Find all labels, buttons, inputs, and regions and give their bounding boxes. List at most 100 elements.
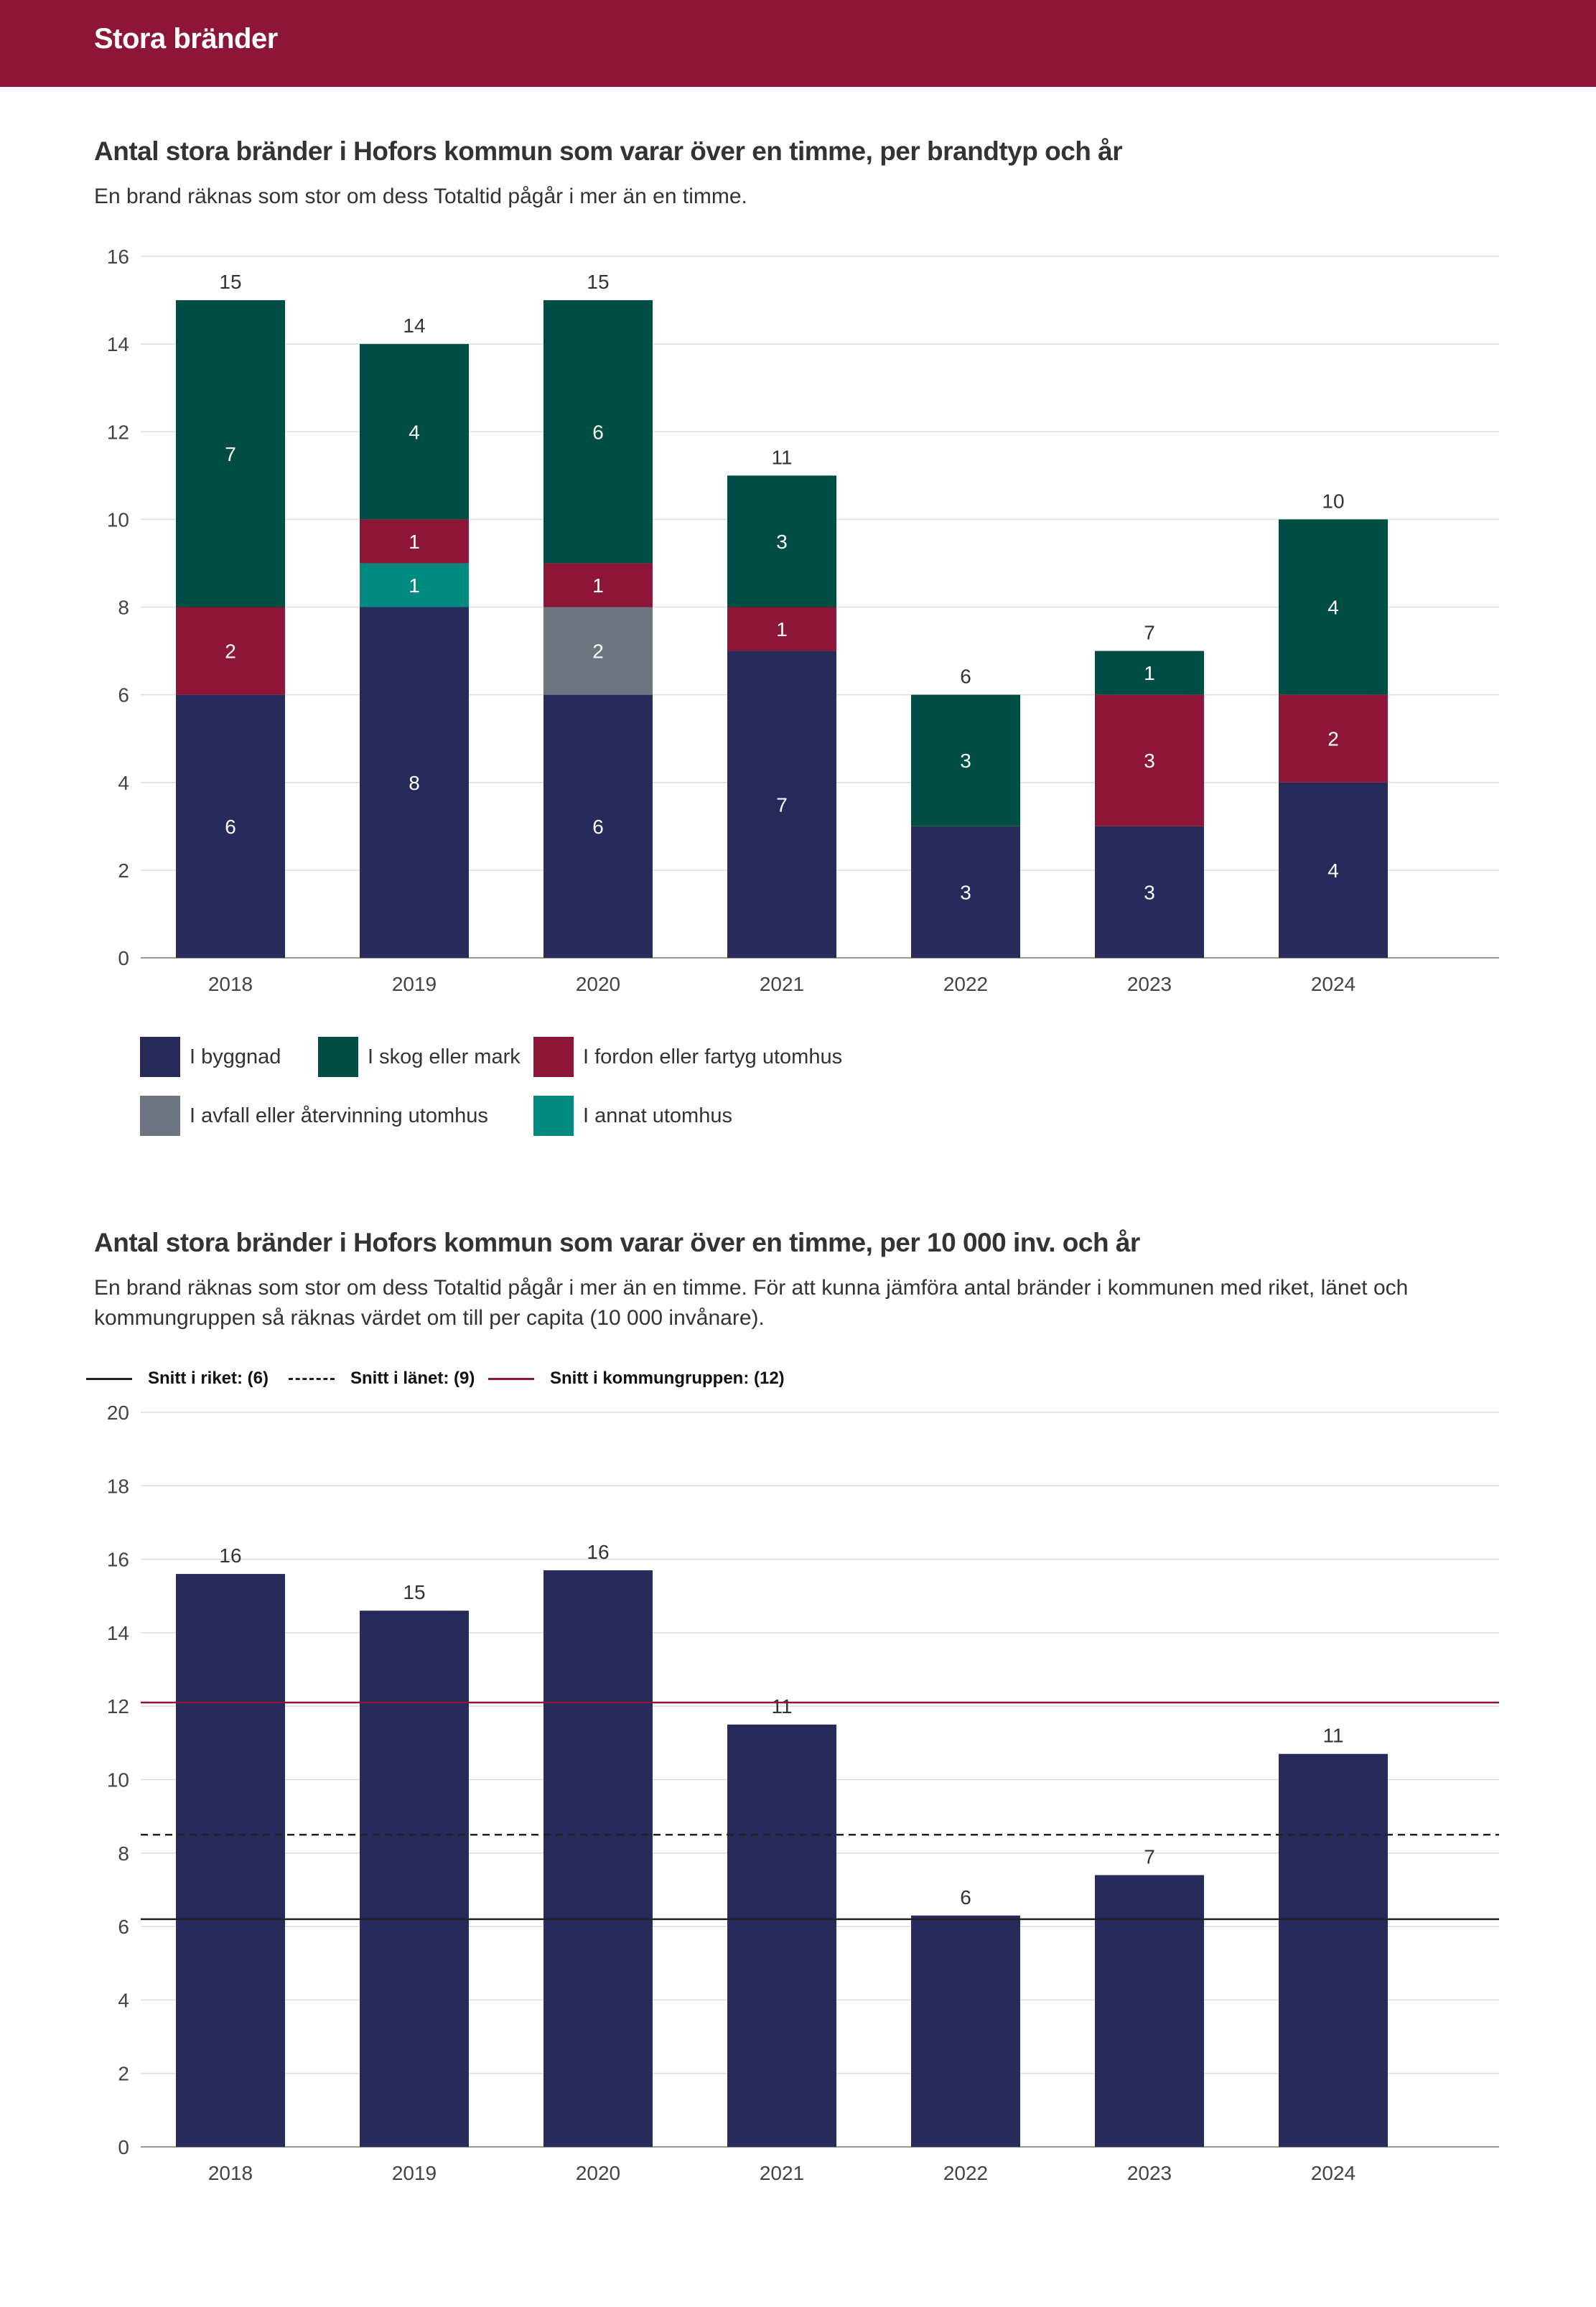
bar-value-label: 6 — [960, 1886, 971, 1908]
x-tick-label: 2024 — [1311, 2162, 1355, 2184]
x-tick-label: 2021 — [760, 2162, 804, 2184]
x-tick-label: 2021 — [760, 973, 804, 995]
bar-segment — [360, 563, 469, 607]
bar-segment — [1095, 651, 1204, 695]
segment-value-label: 4 — [1327, 597, 1339, 619]
segment-value-label: 1 — [592, 574, 604, 597]
legend-swatch — [533, 1096, 574, 1136]
bar-segment — [176, 607, 285, 695]
bar — [727, 1724, 836, 2147]
x-tick-label: 2022 — [943, 2162, 988, 2184]
segment-value-label: 2 — [1327, 728, 1339, 750]
segment-value-label: 2 — [592, 640, 604, 663]
legend-item-skog: I skog eller mark — [318, 1037, 521, 1077]
bar-segment — [1095, 826, 1204, 958]
bar — [360, 1611, 469, 2147]
legend-swatch — [140, 1037, 180, 1077]
ref-label: Snitt i länet: (9) — [350, 1369, 475, 1388]
chart1-subtitle: En brand räknas som stor om dess Totalti… — [94, 185, 747, 208]
legend-item-avfall: I avfall eller återvinning utomhus — [140, 1096, 488, 1136]
bar-segment — [360, 344, 469, 520]
legend-label: I fordon eller fartyg utomhus — [583, 1045, 843, 1068]
segment-value-label: 3 — [1144, 750, 1155, 772]
legend-swatch — [140, 1096, 180, 1136]
bar-value-label: 7 — [1144, 1845, 1155, 1868]
bar — [911, 1915, 1020, 2147]
segment-value-label: 6 — [225, 816, 236, 838]
ref-label: Snitt i kommungruppen: (12) — [550, 1369, 785, 1388]
legend-item-byggnad: I byggnad — [140, 1037, 281, 1077]
y-tick-label: 16 — [107, 1549, 129, 1571]
bar-chart: 0 2 4 6 8 10 12 14 16 18 20 16 2018 15 2019 16 2020 11 202… — [107, 1402, 1499, 2184]
bar-value-label: 16 — [587, 1541, 609, 1563]
chart1-legend: I byggnad I skog eller mark I fordon ell… — [140, 1037, 1217, 1137]
stacked-bar-chart: 0246810121416627152018811414201962161520… — [107, 246, 1499, 995]
legend-item-annat: I annat utomhus — [533, 1096, 732, 1136]
y-tick-label: 12 — [107, 421, 129, 443]
y-tick-label: 10 — [107, 1769, 129, 1791]
y-tick-label: 2 — [118, 2063, 129, 2085]
legend-label: I byggnad — [190, 1045, 281, 1068]
bar-value-label: 11 — [1322, 1725, 1343, 1747]
bar-total-label: 7 — [1144, 622, 1155, 644]
bar — [1279, 1753, 1388, 2147]
segment-value-label: 3 — [776, 531, 788, 553]
bar — [1095, 1875, 1204, 2147]
segment-value-label: 3 — [960, 881, 971, 903]
bar-value-label: 15 — [403, 1581, 425, 1603]
bar-segment — [727, 607, 836, 651]
y-tick-label: 4 — [118, 1989, 129, 2011]
segment-value-label: 3 — [1144, 881, 1155, 903]
bar-segment — [360, 607, 469, 958]
bar-total-label: 15 — [219, 271, 241, 293]
ref-legend-kommungrupp: Snitt i kommungruppen: (12) — [488, 1364, 785, 1393]
header-title: Stora bränder — [94, 23, 278, 55]
bar — [176, 1574, 285, 2147]
y-tick-label: 20 — [107, 1402, 129, 1424]
bar-segment — [911, 694, 1020, 826]
y-tick-label: 12 — [107, 1695, 129, 1718]
segment-value-label: 1 — [409, 574, 420, 597]
x-tick-label: 2019 — [392, 2162, 437, 2184]
bar-segment — [911, 826, 1020, 958]
y-tick-label: 10 — [107, 508, 129, 531]
legend-label: I skog eller mark — [368, 1045, 521, 1068]
segment-value-label: 4 — [1327, 859, 1339, 882]
dashed-line-icon — [289, 1377, 335, 1380]
bar-value-label: 16 — [219, 1544, 241, 1567]
y-tick-label: 14 — [107, 333, 129, 355]
y-tick-label: 0 — [118, 947, 129, 969]
bar-segment — [1279, 694, 1388, 783]
bar-segment — [543, 300, 653, 564]
x-tick-label: 2024 — [1311, 973, 1355, 995]
segment-value-label: 1 — [409, 531, 420, 553]
ref-legend-lanet: Snitt i länet: (9) — [289, 1364, 475, 1393]
bar — [543, 1570, 653, 2147]
bar-segment — [1279, 782, 1388, 958]
bar-segment — [1095, 694, 1204, 826]
x-tick-label: 2023 — [1127, 973, 1172, 995]
x-tick-label: 2022 — [943, 973, 988, 995]
bar-segment — [727, 475, 836, 607]
legend-swatch — [533, 1037, 574, 1077]
bar-total-label: 6 — [960, 666, 971, 688]
bar-segment — [360, 519, 469, 564]
legend-label: I annat utomhus — [583, 1104, 732, 1127]
segment-value-label: 7 — [225, 443, 236, 465]
bar-segment — [543, 563, 653, 607]
segment-value-label: 3 — [960, 750, 971, 772]
bar-segment — [176, 694, 285, 958]
x-tick-label: 2020 — [576, 973, 620, 995]
segment-value-label: 2 — [225, 640, 236, 663]
y-tick-label: 16 — [107, 246, 129, 268]
legend-label: I avfall eller återvinning utomhus — [190, 1104, 488, 1127]
bar-total-label: 11 — [771, 446, 792, 468]
bar-segment — [727, 651, 836, 958]
x-tick-label: 2018 — [208, 2162, 253, 2184]
x-tick-label: 2018 — [208, 973, 253, 995]
y-tick-label: 8 — [118, 1842, 129, 1865]
page-header: Stora bränder — [0, 0, 1596, 87]
segment-value-label: 8 — [409, 772, 420, 794]
chart2-title: Antal stora bränder i Hofors kommun som … — [94, 1228, 1140, 1257]
y-tick-label: 0 — [118, 2136, 129, 2158]
